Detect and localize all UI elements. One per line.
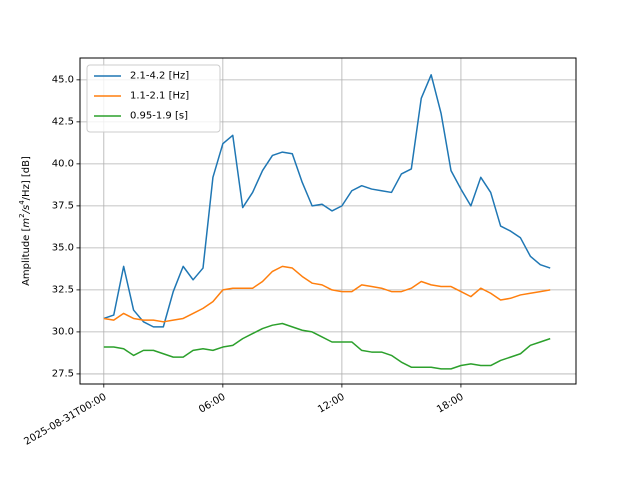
y-axis-label-unit-tail: /Hz] [dB] <box>21 156 32 200</box>
y-tick-label: 32.5 <box>52 284 74 295</box>
legend-entry-label: 0.95-1.9 [s] <box>130 111 188 122</box>
y-axis-label-unit-mid: /s <box>21 205 32 215</box>
series-line-3 <box>103 322 551 370</box>
y-tick-label: 42.5 <box>52 116 74 127</box>
series-line-2 <box>103 265 551 323</box>
y-tick-label: 35.0 <box>52 242 74 253</box>
y-tick-label: 37.5 <box>52 200 74 211</box>
legend-entry-label: 1.1-2.1 [Hz] <box>130 91 189 102</box>
y-axis-label-prefix: Amplitude [ <box>21 228 32 286</box>
y-axis-label: Amplitude [m2/s4/Hz] [dB] <box>18 156 32 286</box>
legend: 2.1-4.2 [Hz] 1.1-2.1 [Hz] 0.95-1.9 [s] <box>86 64 221 133</box>
y-tick-label: 30.0 <box>52 326 74 337</box>
y-axis-label-unit-sup2: 4 <box>18 200 26 205</box>
y-axis-ticks: 27.5 30.0 32.5 35.0 37.5 40.0 42.5 45.0 <box>52 74 80 379</box>
y-tick-label: 27.5 <box>52 368 74 379</box>
y-axis-label-unit-sup1: 2 <box>18 213 26 217</box>
series-line-1 <box>103 74 551 328</box>
y-tick-label: 45.0 <box>52 74 74 85</box>
grid-lines <box>80 58 576 384</box>
plot-frame <box>79 57 577 385</box>
data-series <box>103 74 551 370</box>
y-axis-label-unit-base: m <box>21 218 32 228</box>
legend-entry-label: 2.1-4.2 [Hz] <box>130 71 189 82</box>
y-tick-label: 40.0 <box>52 158 74 169</box>
